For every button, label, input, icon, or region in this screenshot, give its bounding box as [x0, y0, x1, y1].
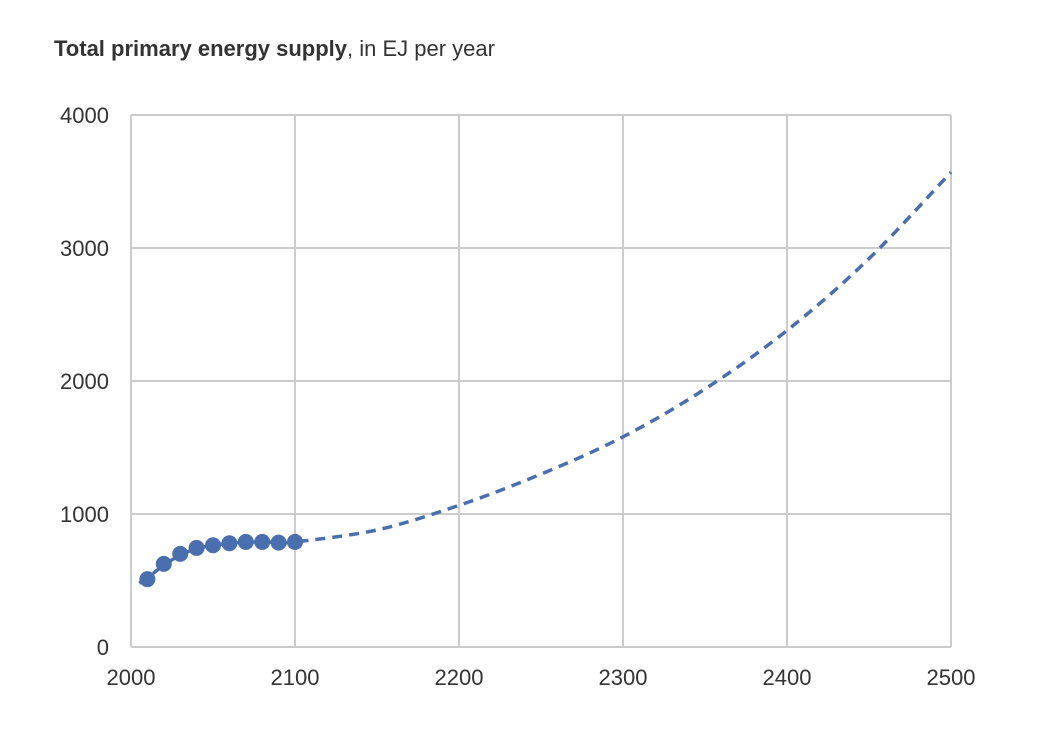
data-point: [287, 533, 303, 550]
y-tick-label: 4000: [60, 103, 109, 128]
x-axis-ticks: 2000 2100 2200 2300 2400 2500: [107, 665, 976, 690]
y-tick-label: 1000: [60, 502, 109, 527]
x-tick-label: 2100: [271, 665, 320, 690]
data-point: [221, 535, 238, 552]
data-point: [254, 533, 271, 550]
x-tick-label: 2200: [435, 665, 484, 690]
data-point: [270, 534, 287, 551]
grid: [130, 114, 952, 648]
y-axis-ticks: 0 1000 2000 3000 4000: [60, 103, 109, 660]
data-point: [155, 555, 172, 572]
x-tick-label: 2400: [763, 665, 812, 690]
chart-title-rest: , in EJ per year: [347, 36, 495, 61]
data-point: [205, 537, 221, 554]
data-point: [188, 539, 205, 556]
x-tick-label: 2000: [107, 665, 156, 690]
data-point: [237, 533, 254, 550]
y-tick-label: 2000: [60, 369, 109, 394]
chart-title: Total primary energy supply, in EJ per y…: [54, 36, 495, 62]
data-point: [172, 545, 189, 562]
x-tick-label: 2500: [927, 665, 976, 690]
trend-line-dashed: [138, 170, 953, 585]
series-layer: [138, 170, 953, 588]
y-tick-label: 0: [97, 635, 109, 660]
chart-title-bold: Total primary energy supply: [54, 36, 348, 61]
y-tick-label: 3000: [60, 236, 109, 261]
data-point: [139, 571, 156, 588]
x-tick-label: 2300: [599, 665, 648, 690]
